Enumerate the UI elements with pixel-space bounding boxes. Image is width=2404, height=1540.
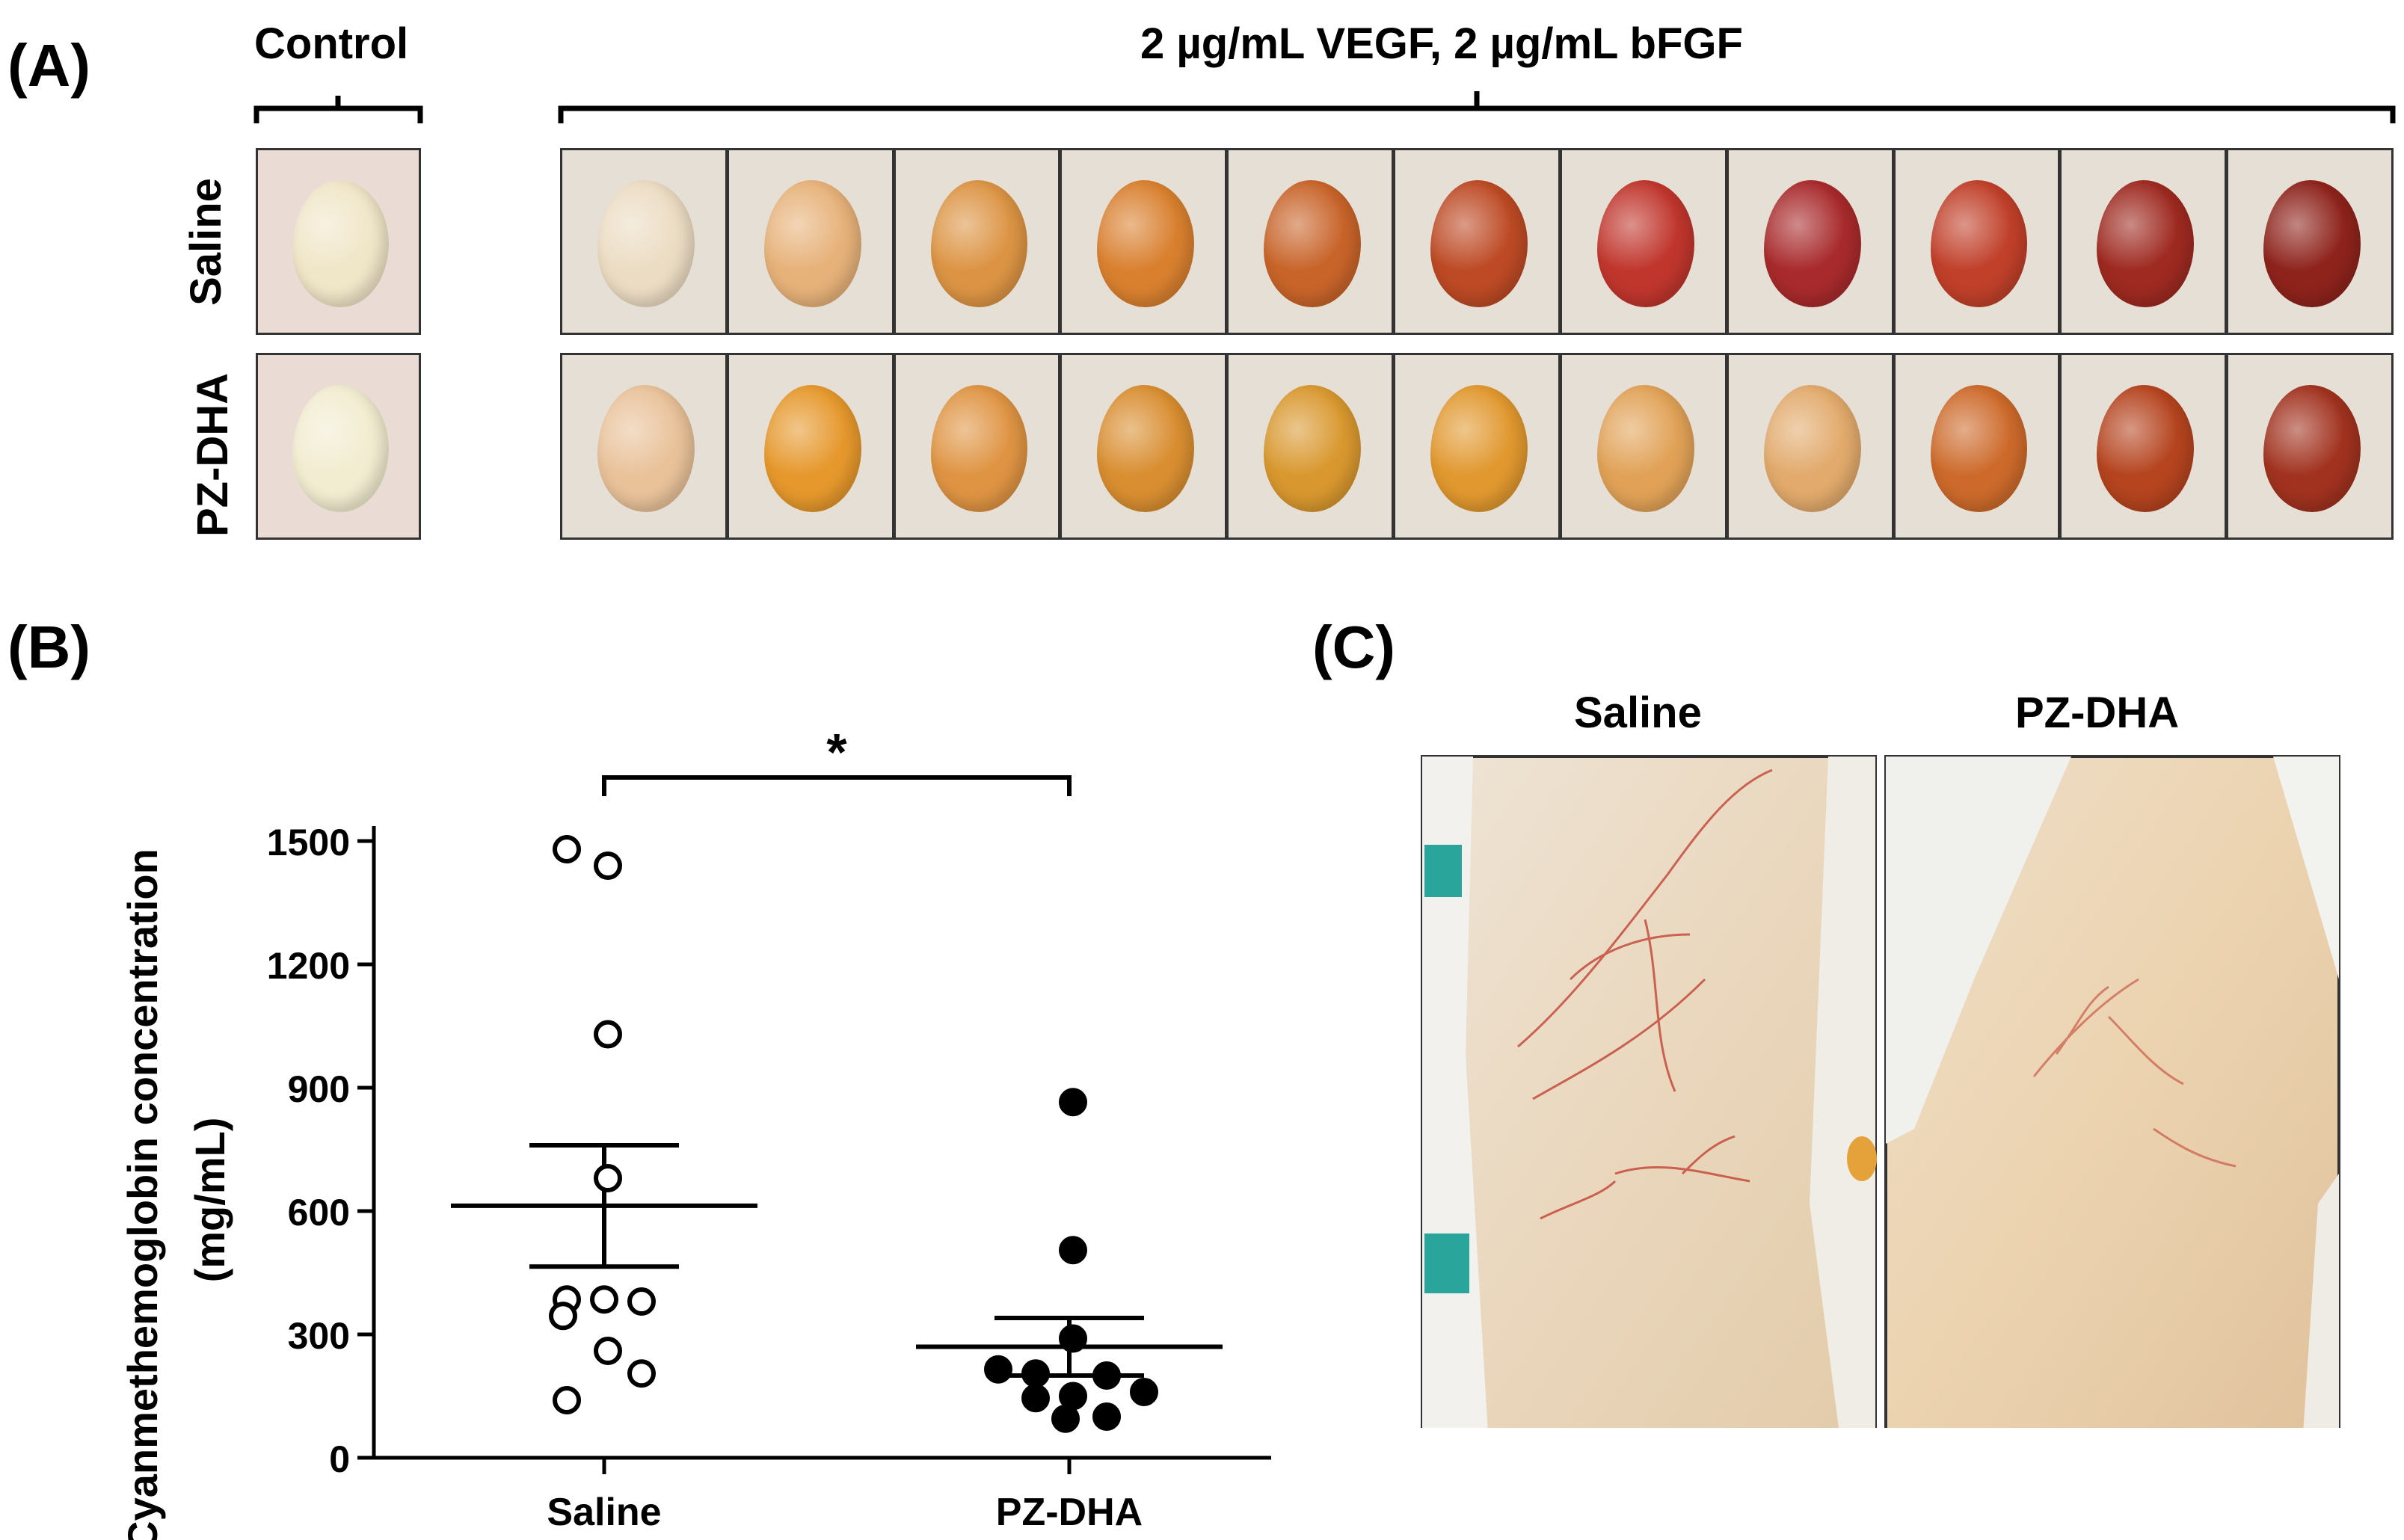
plug-blob	[1097, 180, 1195, 307]
plug-blob	[292, 180, 389, 307]
data-point-open	[627, 1359, 656, 1388]
plug-blob	[1930, 180, 2028, 307]
plug-blob	[1097, 385, 1195, 512]
saline-plug-tile	[1726, 148, 1894, 335]
data-point-filled	[1092, 1402, 1121, 1431]
control-header: Control	[254, 19, 409, 68]
clamp-icon	[1424, 845, 1462, 897]
y-tick-label: 900	[288, 1068, 350, 1110]
saline-vessel-photo	[1421, 755, 1877, 1428]
data-point-open	[553, 1386, 581, 1414]
data-point-open	[549, 1302, 577, 1331]
plug-blob	[1430, 180, 1528, 307]
row-label-pzdha: PZ-DHA	[188, 372, 238, 538]
plug-blob	[1930, 385, 2028, 512]
data-point-open	[594, 851, 622, 880]
data-point-filled	[1130, 1378, 1158, 1406]
y-tick-label: 1500	[267, 822, 350, 863]
saline-plug-tile	[2059, 148, 2228, 335]
pzdha-plug-tile	[726, 353, 894, 540]
pzdha-plug-tile	[1726, 353, 1894, 540]
data-point-open	[594, 1020, 622, 1049]
y-tick-label: 600	[288, 1192, 350, 1233]
plug-blob	[292, 385, 389, 512]
plug-blob	[2097, 180, 2195, 307]
plug-blob	[2097, 385, 2195, 512]
pzdha-vessel-photo	[1884, 755, 2340, 1428]
panel-label-c: (C)	[1312, 614, 1396, 680]
saline-plug-tile	[726, 148, 894, 335]
pzdha-plug-tile	[560, 353, 728, 540]
pzdha-plug-tile	[1060, 353, 1228, 540]
plug-blob	[763, 180, 861, 307]
data-point-filled	[1051, 1404, 1080, 1433]
plug-blob	[1596, 180, 1694, 307]
data-point-open	[590, 1285, 618, 1314]
scatter-chart: Cyanmethemoglobin concentration (mg/mL) …	[119, 723, 1271, 1540]
plug-blob	[597, 385, 695, 512]
plug-blob	[763, 385, 861, 512]
data-point-filled	[1059, 1088, 1087, 1117]
saline-plug-tile	[560, 148, 728, 335]
panel-c-pzdha-label: PZ-DHA	[2015, 689, 2180, 737]
plug-blob	[1763, 385, 1861, 512]
vessel-photos	[1421, 755, 2340, 1428]
data-point-filled	[1059, 1382, 1087, 1411]
y-tick-label: 1200	[267, 945, 350, 987]
pzdha-plug-tile	[1226, 353, 1395, 540]
pzdha-plug-tile	[2059, 353, 2228, 540]
panel-a-brackets	[253, 91, 2396, 123]
control-plug-tile	[256, 148, 421, 335]
plug-blob	[930, 385, 1028, 512]
panel-label-a: (A)	[7, 32, 91, 99]
plug-blob	[930, 180, 1028, 307]
x-tick-label: Saline	[547, 1491, 661, 1534]
saline-plug-tile	[893, 148, 1061, 335]
y-tick-label: 300	[288, 1315, 350, 1357]
row-label-saline: Saline	[181, 178, 230, 306]
x-tick-label: PZ-DHA	[996, 1491, 1143, 1534]
saline-plug-tile	[1060, 148, 1228, 335]
data-point-open	[627, 1287, 656, 1316]
data-point-filled	[1021, 1384, 1050, 1413]
plug-blob	[2263, 180, 2361, 307]
plug-blob	[1264, 385, 1362, 512]
pzdha-plug-tile	[1893, 353, 2061, 540]
data-point-open	[594, 1164, 622, 1192]
y-axis-label-unit: (mg/mL)	[186, 1118, 233, 1283]
saline-plug-tile	[1226, 148, 1395, 335]
saline-plug-tile	[2226, 148, 2394, 335]
clamp-icon-2	[1424, 1233, 1469, 1293]
y-tick-label: 0	[329, 1438, 350, 1480]
panel-label-b: (B)	[7, 614, 91, 680]
plug-blob	[1596, 385, 1694, 512]
significance-bracket	[602, 775, 1072, 796]
data-point-filled	[1059, 1236, 1087, 1265]
pzdha-plug-tile	[2226, 353, 2394, 540]
saline-plug-tile	[1393, 148, 1561, 335]
data-point-filled	[1092, 1361, 1121, 1390]
data-point-open	[594, 1337, 622, 1365]
saline-plug-tile	[1893, 148, 2061, 335]
plug-blob	[1264, 180, 1362, 307]
data-point-open	[553, 835, 581, 863]
pzdha-plug-tile	[893, 353, 1061, 540]
plug-blob	[1430, 385, 1528, 512]
data-point-filled	[1059, 1324, 1087, 1353]
data-point-filled	[1021, 1359, 1050, 1388]
pzdha-plug-tile	[1559, 353, 1727, 540]
data-point-filled	[984, 1355, 1012, 1384]
significance-star: *	[826, 723, 847, 781]
plug-blob	[597, 180, 695, 307]
y-axis-label: Cyanmethemoglobin concentration	[119, 848, 166, 1540]
plug-blob	[2263, 385, 2361, 512]
pzdha-plug-tile	[1393, 353, 1561, 540]
saline-plug-tile	[1559, 148, 1727, 335]
panel-c-saline-label: Saline	[1574, 689, 1702, 737]
control-plug-tile	[256, 353, 421, 540]
treatment-header: 2 µg/mL VEGF, 2 µg/mL bFGF	[1140, 19, 1743, 68]
plug-blob	[1763, 180, 1861, 307]
